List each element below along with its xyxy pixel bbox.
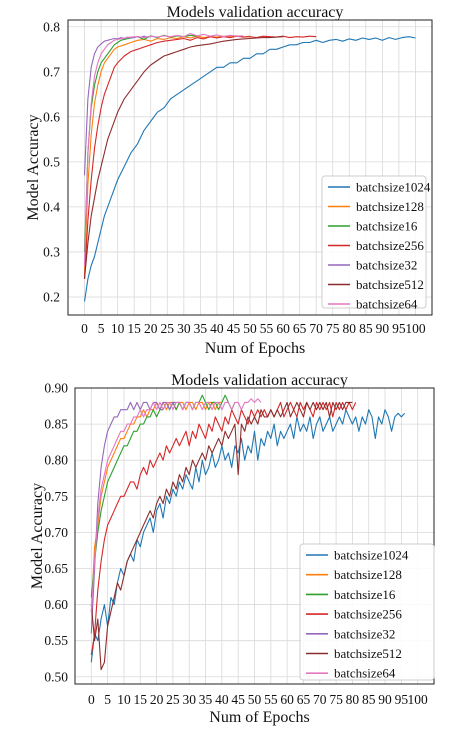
y-tick-label: 0.7 bbox=[43, 64, 60, 79]
chart-title: Models validation accuracy bbox=[171, 372, 348, 389]
x-axis-label: Num of Epochs bbox=[209, 709, 309, 726]
legend-label-batchsize1024: batchsize1024 bbox=[356, 180, 431, 195]
chart-panel-bottom: 0 5 10 15 20 25 30 35 40 45 50 55 60 65 70 75 80 85 90 95 10… bbox=[0, 366, 458, 733]
x-tick-label: 50 bbox=[243, 321, 257, 336]
x-tick-label: 30 bbox=[182, 692, 196, 707]
x-tick-label: 25 bbox=[166, 692, 180, 707]
x-tick-label: 90 bbox=[376, 321, 390, 336]
legend-label-batchsize512: batchsize512 bbox=[356, 277, 424, 292]
x-tick-label: 20 bbox=[150, 692, 164, 707]
chart-panel-top: 0 5 10 15 20 25 30 35 40 45 50 55 60 65 70 75 80 85 90 95 10… bbox=[0, 0, 458, 366]
x-tick-label: 35 bbox=[194, 321, 208, 336]
x-tick-label: 100 bbox=[405, 321, 426, 336]
y-tick-label: 0.85 bbox=[44, 417, 68, 432]
series-line-batchsize256 bbox=[90, 401, 357, 656]
series-line-batchsize1024 bbox=[83, 36, 416, 302]
x-tick-label: 5 bbox=[104, 692, 111, 707]
legend-label-batchsize64: batchsize64 bbox=[356, 297, 418, 312]
x-tick-label: 75 bbox=[329, 692, 343, 707]
x-tick-label: 5 bbox=[98, 321, 105, 336]
y-tick-label: 0.50 bbox=[44, 669, 68, 684]
x-tick-label: 45 bbox=[227, 321, 241, 336]
x-tick-label: 80 bbox=[346, 692, 360, 707]
plot-frame bbox=[74, 387, 435, 685]
x-tick-label: 100 bbox=[408, 692, 429, 707]
x-tick-label: 85 bbox=[362, 692, 376, 707]
chart-title: Models validation accuracy bbox=[167, 4, 344, 21]
series-line-batchsize1024 bbox=[90, 409, 406, 663]
x-tick-label: 65 bbox=[293, 321, 307, 336]
x-tick-label: 70 bbox=[313, 692, 327, 707]
y-tick-label: 0.8 bbox=[43, 19, 60, 34]
x-tick-label: 95 bbox=[392, 321, 406, 336]
x-tick-label: 40 bbox=[215, 692, 229, 707]
series-line-batchsize512 bbox=[83, 36, 284, 280]
y-tick-label: 0.75 bbox=[44, 489, 68, 504]
y-tick-label: 0.5 bbox=[43, 154, 60, 169]
x-tick-label: 50 bbox=[248, 692, 262, 707]
x-tick-label: 10 bbox=[117, 692, 131, 707]
legend-label-batchsize32: batchsize32 bbox=[356, 258, 417, 273]
legend-label-batchsize512: batchsize512 bbox=[334, 646, 402, 661]
series-line-batchsize256 bbox=[83, 35, 317, 280]
legend-label-batchsize16: batchsize16 bbox=[334, 587, 396, 602]
series-line-batchsize512 bbox=[90, 401, 353, 671]
x-tick-label: 20 bbox=[144, 321, 158, 336]
x-tick-label: 90 bbox=[378, 692, 392, 707]
y-tick-label: 0.2 bbox=[43, 289, 60, 304]
x-tick-label: 75 bbox=[326, 321, 340, 336]
x-tick-label: 0 bbox=[81, 321, 88, 336]
x-tick-label: 60 bbox=[276, 321, 290, 336]
chart-svg-bottom: 0 5 10 15 20 25 30 35 40 45 50 55 60 65 70 75 80 85 90 95 10… bbox=[29, 372, 435, 726]
x-tick-label: 15 bbox=[127, 321, 141, 336]
y-tick-label: 0.60 bbox=[44, 597, 68, 612]
y-tick-label: 0.55 bbox=[44, 633, 68, 648]
x-tick-label: 45 bbox=[231, 692, 245, 707]
y-tick-label: 0.6 bbox=[43, 109, 60, 124]
legend-label-batchsize32: batchsize32 bbox=[334, 626, 395, 641]
legend-label-batchsize64: batchsize64 bbox=[334, 666, 396, 681]
x-tick-label: 25 bbox=[161, 321, 175, 336]
y-tick-label: 0.65 bbox=[44, 561, 68, 576]
legend-label-batchsize128: batchsize128 bbox=[356, 199, 424, 214]
y-tick-label: 0.3 bbox=[43, 244, 60, 259]
legend-label-batchsize16: batchsize16 bbox=[356, 219, 418, 234]
legend-label-batchsize256: batchsize256 bbox=[356, 238, 424, 253]
x-tick-label: 70 bbox=[309, 321, 323, 336]
legend-label-batchsize256: batchsize256 bbox=[334, 607, 402, 622]
legend-box bbox=[321, 175, 427, 309]
y-tick-label: 0.80 bbox=[44, 453, 68, 468]
series-line-batchsize128 bbox=[83, 35, 251, 275]
x-tick-label: 80 bbox=[343, 321, 357, 336]
y-axis-label: Model Accuracy bbox=[29, 483, 46, 589]
chart-svg-top: 0 5 10 15 20 25 30 35 40 45 50 55 60 65 70 75 80 85 90 95 10… bbox=[25, 4, 433, 357]
x-tick-label: 95 bbox=[395, 692, 409, 707]
x-tick-label: 10 bbox=[111, 321, 125, 336]
x-tick-label: 60 bbox=[280, 692, 294, 707]
x-tick-label: 85 bbox=[359, 321, 373, 336]
series-line-batchsize64 bbox=[90, 398, 262, 612]
x-tick-label: 30 bbox=[177, 321, 191, 336]
y-tick-label: 0.4 bbox=[43, 199, 60, 214]
series-line-batchsize64 bbox=[83, 32, 244, 266]
x-tick-label: 40 bbox=[210, 321, 224, 336]
plot-frame bbox=[67, 19, 433, 316]
x-tick-label: 35 bbox=[199, 692, 213, 707]
legend-label-batchsize1024: batchsize1024 bbox=[334, 548, 409, 563]
x-tick-label: 15 bbox=[134, 692, 148, 707]
legend-label-batchsize128: batchsize128 bbox=[334, 567, 402, 582]
x-tick-label: 0 bbox=[88, 692, 95, 707]
x-axis-label: Num of Epochs bbox=[205, 340, 305, 357]
x-tick-label: 55 bbox=[260, 321, 274, 336]
x-tick-label: 55 bbox=[264, 692, 278, 707]
y-axis-label: Model Accuracy bbox=[25, 114, 42, 220]
x-tick-label: 65 bbox=[297, 692, 311, 707]
y-tick-label: 0.90 bbox=[44, 381, 68, 396]
legend-box bbox=[299, 543, 435, 681]
y-tick-label: 0.70 bbox=[44, 525, 68, 540]
